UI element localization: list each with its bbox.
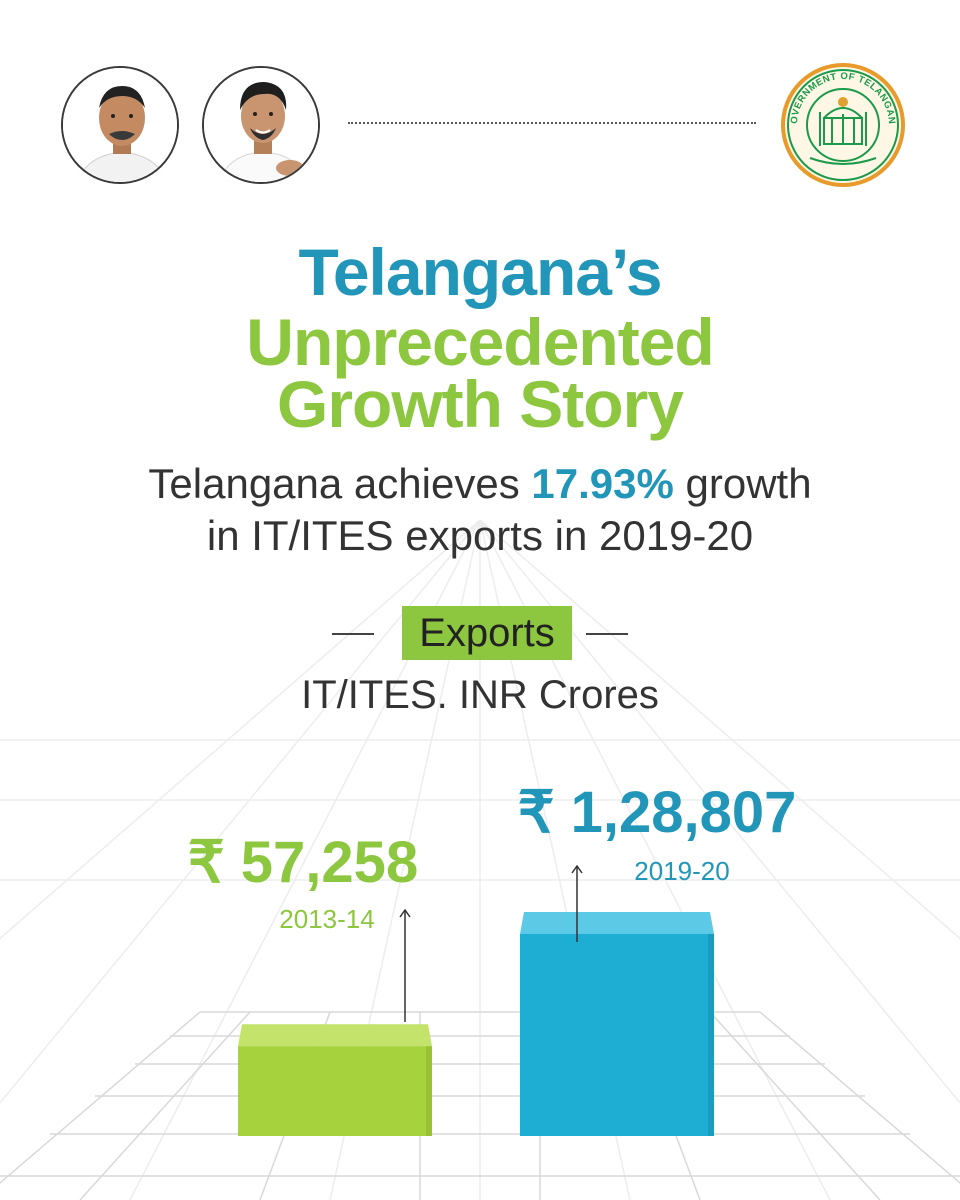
subtitle: Telangana achieves 17.93% growth in IT/I… — [0, 458, 960, 562]
value-label-2019-20: ₹ 1,28,807 — [518, 780, 797, 845]
bar-side-2013-14 — [426, 1046, 432, 1136]
bar-2013-14 — [238, 1024, 432, 1136]
title-line-1: Telangana’s — [298, 235, 662, 309]
bar-face-2019-20 — [520, 933, 714, 1136]
tag-divider-left — [332, 633, 374, 635]
subtitle-text-b: growth — [673, 460, 812, 507]
avatar-leader-1 — [61, 66, 179, 184]
title-line-2: Unprecedented — [246, 305, 714, 379]
bar-side-2019-20 — [708, 933, 714, 1136]
bar-top-2019-20 — [520, 911, 714, 934]
growth-percentage: 17.93% — [531, 460, 674, 507]
unit-label: IT/ITES. INR Crores — [301, 673, 659, 717]
subtitle-line-2: in IT/ITES exports in 2019-20 — [206, 512, 754, 559]
bar-top-2013-14 — [238, 1024, 432, 1047]
pointer-arrow-2019-20 — [571, 864, 583, 942]
exports-bar-chart: ₹ 57,258 2013-14 ₹ 1,28,807 2019-20 — [188, 780, 797, 1136]
bar-face-2013-14 — [238, 1046, 432, 1136]
government-seal-logo: GOVERNMENT OF TELANGANA — [780, 62, 905, 187]
subtitle-text-a: Telangana achieves — [148, 460, 532, 507]
title-line-3: Growth Story — [276, 367, 684, 441]
header-divider — [348, 122, 756, 124]
tag-divider-right — [586, 633, 628, 635]
avatar-leader-2 — [202, 66, 320, 184]
bar-2019-20 — [520, 911, 714, 1136]
category-label-2019-20: 2019-20 — [634, 856, 729, 886]
exports-tag: Exports — [402, 606, 572, 660]
pointer-arrow-2013-14 — [399, 908, 411, 1022]
category-label-2013-14: 2013-14 — [279, 904, 374, 934]
subtitle-line-1: Telangana achieves 17.93% growth — [0, 458, 960, 510]
value-label-2013-14: ₹ 57,258 — [188, 830, 418, 895]
